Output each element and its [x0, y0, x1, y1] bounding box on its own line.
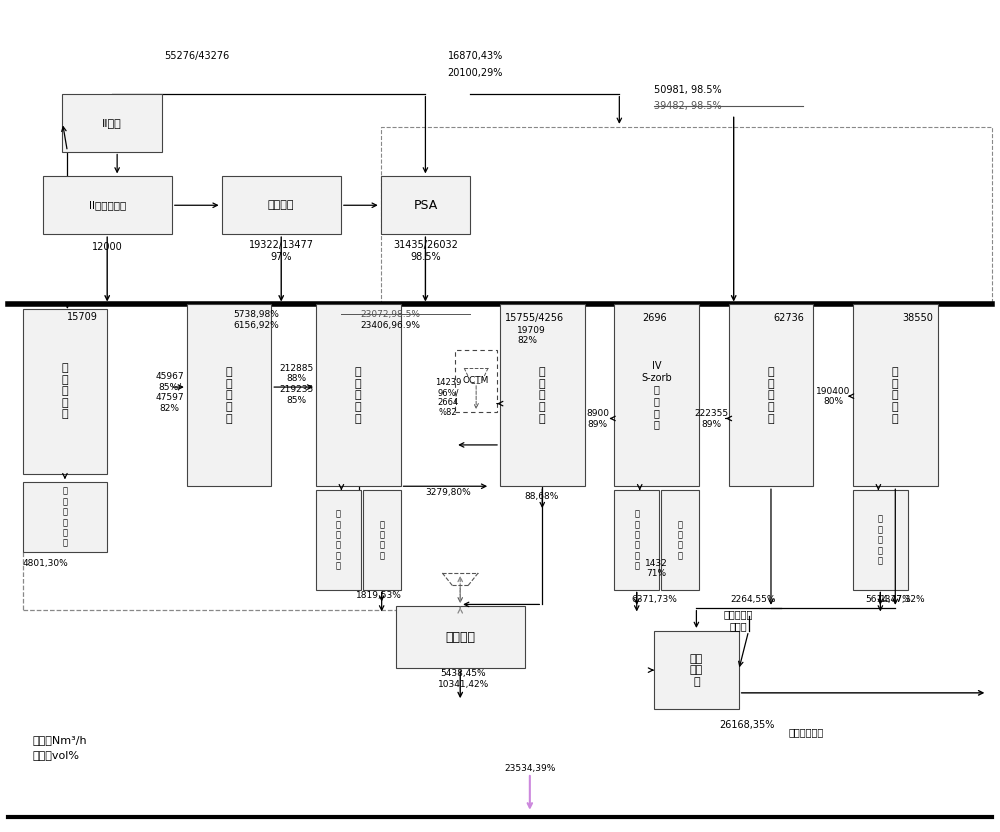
Bar	[316, 490, 361, 590]
Bar	[187, 305, 271, 486]
Text: 82%: 82%	[517, 336, 537, 345]
Text: 219235: 219235	[279, 385, 313, 394]
Text: 39482, 98.5%: 39482, 98.5%	[654, 101, 722, 111]
Text: 212885: 212885	[279, 364, 313, 373]
Bar	[661, 490, 699, 590]
Text: 89%: 89%	[587, 420, 608, 428]
Text: 8900: 8900	[586, 409, 609, 418]
Text: II重整: II重整	[102, 117, 122, 127]
Text: 脱
低
分
气
硫: 脱 低 分 气 硫	[878, 515, 883, 565]
Text: 1432: 1432	[645, 558, 668, 567]
Bar	[23, 309, 107, 474]
Text: 柴油
吸收
塔: 柴油 吸收 塔	[690, 653, 703, 686]
Bar	[222, 176, 341, 234]
Text: 38550: 38550	[902, 314, 933, 324]
Text: 14239: 14239	[435, 379, 461, 388]
Text: IV
S-zorb
汽
油
加
氢: IV S-zorb 汽 油 加 氢	[641, 361, 672, 429]
Text: 5614,77%: 5614,77%	[865, 595, 911, 604]
Text: 47597: 47597	[156, 394, 184, 403]
Text: 3279,80%: 3279,80%	[425, 488, 471, 497]
Text: 流量：Nm³/h: 流量：Nm³/h	[33, 735, 87, 745]
Bar	[23, 482, 107, 552]
Text: 19709: 19709	[517, 325, 546, 334]
Text: 71%: 71%	[646, 569, 666, 578]
Bar	[316, 305, 401, 486]
Bar	[62, 94, 162, 151]
Text: 85%/: 85%/	[158, 383, 181, 392]
Bar	[614, 490, 659, 590]
Text: 脱
低
分
气
塔
硫: 脱 低 分 气 塔 硫	[634, 509, 639, 571]
Text: 5738,98%: 5738,98%	[233, 310, 279, 319]
Text: 三
汽
油
加
氢: 三 汽 油 加 氢	[539, 367, 546, 423]
Text: 222355: 222355	[695, 409, 729, 418]
Text: 85%: 85%	[286, 396, 306, 405]
Text: OCTM: OCTM	[463, 376, 489, 385]
Text: 二
加
氢
裂
化: 二 加 氢 裂 化	[768, 367, 774, 423]
Bar	[363, 490, 401, 590]
Text: 裂罐区: 裂罐区	[730, 621, 747, 631]
Text: 6371,73%: 6371,73%	[631, 595, 677, 604]
Text: 一
汽
油
加
氢: 一 汽 油 加 氢	[226, 367, 232, 423]
Text: 15755/4256: 15755/4256	[505, 314, 564, 324]
Text: 82%: 82%	[160, 404, 180, 413]
Text: 20100,29%: 20100,29%	[447, 68, 503, 78]
Text: 31435/26032: 31435/26032	[393, 240, 458, 250]
Text: 2664: 2664	[438, 399, 459, 408]
Text: 98.5%: 98.5%	[410, 252, 441, 262]
Text: 88,68%: 88,68%	[525, 492, 559, 501]
Text: 2696: 2696	[642, 314, 666, 324]
Text: 1819,53%: 1819,53%	[356, 591, 402, 600]
Bar	[654, 631, 739, 710]
Text: 19322/13477: 19322/13477	[249, 240, 314, 250]
Text: 26168,35%: 26168,35%	[719, 720, 774, 730]
Text: 干
气
脱
塔: 干 气 脱 塔	[379, 520, 384, 560]
Text: 23072,98.5%: 23072,98.5%	[361, 310, 421, 319]
Bar	[381, 126, 992, 305]
Text: 55276/43276: 55276/43276	[164, 52, 229, 62]
Text: 62736: 62736	[773, 314, 804, 324]
Text: 三
柴
油
加
氢: 三 柴 油 加 氢	[355, 367, 362, 423]
Text: II重整预加氢: II重整预加氢	[89, 201, 126, 210]
Bar	[614, 305, 699, 486]
Text: %82: %82	[439, 409, 458, 417]
Text: 23534,39%: 23534,39%	[504, 765, 556, 774]
Text: 组成：vol%: 组成：vol%	[33, 750, 80, 760]
Text: 贫柴油自加: 贫柴油自加	[724, 609, 753, 619]
Text: 96%/: 96%/	[438, 389, 459, 398]
Text: 一
渣
油
加
氢: 一 渣 油 加 氢	[892, 367, 899, 423]
Text: 16870,43%: 16870,43%	[448, 52, 503, 62]
Text: 1347,32%: 1347,32%	[880, 595, 926, 604]
Bar	[381, 176, 470, 234]
Text: 97%: 97%	[270, 252, 292, 262]
Bar	[43, 176, 172, 234]
Text: 10341,42%: 10341,42%	[438, 680, 489, 689]
Text: 5438,45%: 5438,45%	[440, 670, 486, 678]
Bar	[729, 305, 813, 486]
Text: 88%: 88%	[286, 374, 306, 384]
Text: 二
柴
油
加
氢: 二 柴 油 加 氢	[62, 363, 68, 419]
Text: 轻烃回收: 轻烃回收	[445, 631, 475, 644]
Text: 23406,96.9%: 23406,96.9%	[361, 320, 421, 329]
Text: 6156,92%: 6156,92%	[233, 320, 279, 329]
Text: 45967: 45967	[156, 372, 184, 381]
Bar	[396, 606, 525, 668]
Text: 干
气
脱
塔: 干 气 脱 塔	[677, 520, 682, 560]
Text: 富柴油至加裂: 富柴油至加裂	[788, 726, 824, 736]
Text: 制氢西套: 制氢西套	[268, 201, 294, 210]
Text: 80%: 80%	[823, 398, 843, 407]
Bar	[455, 350, 497, 412]
Text: 体
低
塔
脱
压
硫: 体 低 塔 脱 压 硫	[62, 487, 67, 547]
Text: 50981, 98.5%: 50981, 98.5%	[654, 85, 722, 95]
Text: 15709: 15709	[67, 312, 98, 322]
Text: 4801,30%: 4801,30%	[23, 558, 68, 567]
Text: PSA: PSA	[413, 199, 438, 212]
Text: 脱
低
分
气
塔
硫: 脱 低 分 气 塔 硫	[336, 509, 341, 571]
Bar	[853, 490, 908, 590]
Text: 190400: 190400	[816, 387, 850, 396]
Text: 2264,55%: 2264,55%	[731, 595, 776, 604]
Bar	[500, 305, 585, 486]
Bar	[853, 305, 938, 486]
Text: 12000: 12000	[92, 241, 123, 251]
Text: 89%: 89%	[702, 420, 722, 428]
